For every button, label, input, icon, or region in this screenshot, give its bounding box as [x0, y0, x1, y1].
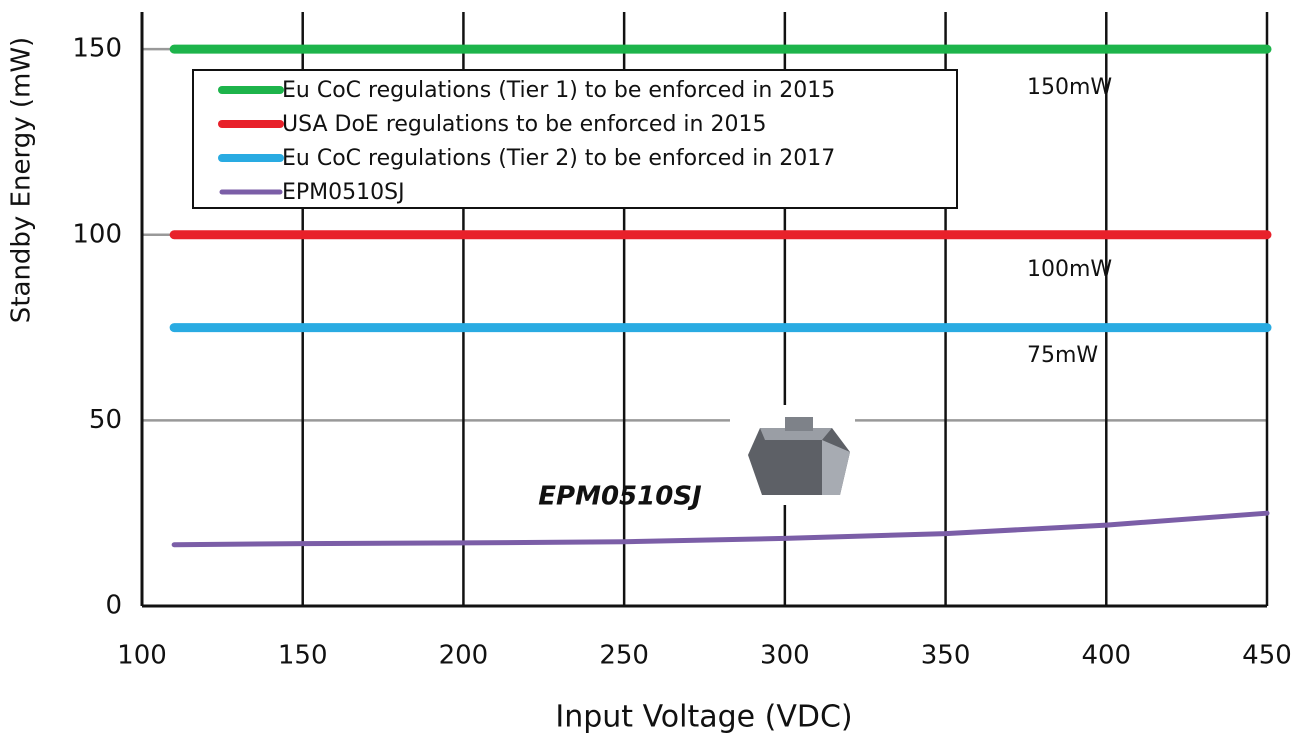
x-tick-label: 350: [921, 641, 971, 671]
annotation: EPM0510SJ: [538, 482, 702, 512]
x-tick-label: 200: [439, 641, 489, 671]
x-tick-label: 450: [1242, 641, 1292, 671]
legend: Eu CoC regulations (Tier 1) to be enforc…: [193, 70, 957, 208]
legend-label: Eu CoC regulations (Tier 1) to be enforc…: [282, 78, 835, 103]
annotation: 75mW: [1027, 343, 1098, 368]
legend-label: Eu CoC regulations (Tier 2) to be enforc…: [282, 146, 835, 171]
legend-label: EPM0510SJ: [282, 180, 405, 205]
series-line: [174, 513, 1267, 545]
x-axis-title: Input Voltage (VDC): [555, 700, 852, 735]
annotation: 150mW: [1027, 75, 1112, 100]
y-tick-label: 150: [72, 34, 122, 64]
y-tick-label: 0: [105, 591, 122, 621]
product-image: [785, 417, 813, 431]
legend-label: USA DoE regulations to be enforced in 20…: [282, 112, 766, 137]
x-tick-label: 100: [117, 641, 167, 671]
y-axis-title: Standby Energy (mW): [7, 37, 37, 323]
chart: Standby Energy (mW) Input Voltage (VDC) …: [0, 0, 1310, 734]
annotation: 100mW: [1027, 257, 1112, 282]
x-tick-label: 300: [760, 641, 810, 671]
x-tick-label: 400: [1081, 641, 1131, 671]
x-tick-label: 250: [599, 641, 649, 671]
x-tick-label: 150: [278, 641, 328, 671]
y-tick-label: 50: [89, 405, 122, 435]
y-tick-label: 100: [72, 219, 122, 249]
